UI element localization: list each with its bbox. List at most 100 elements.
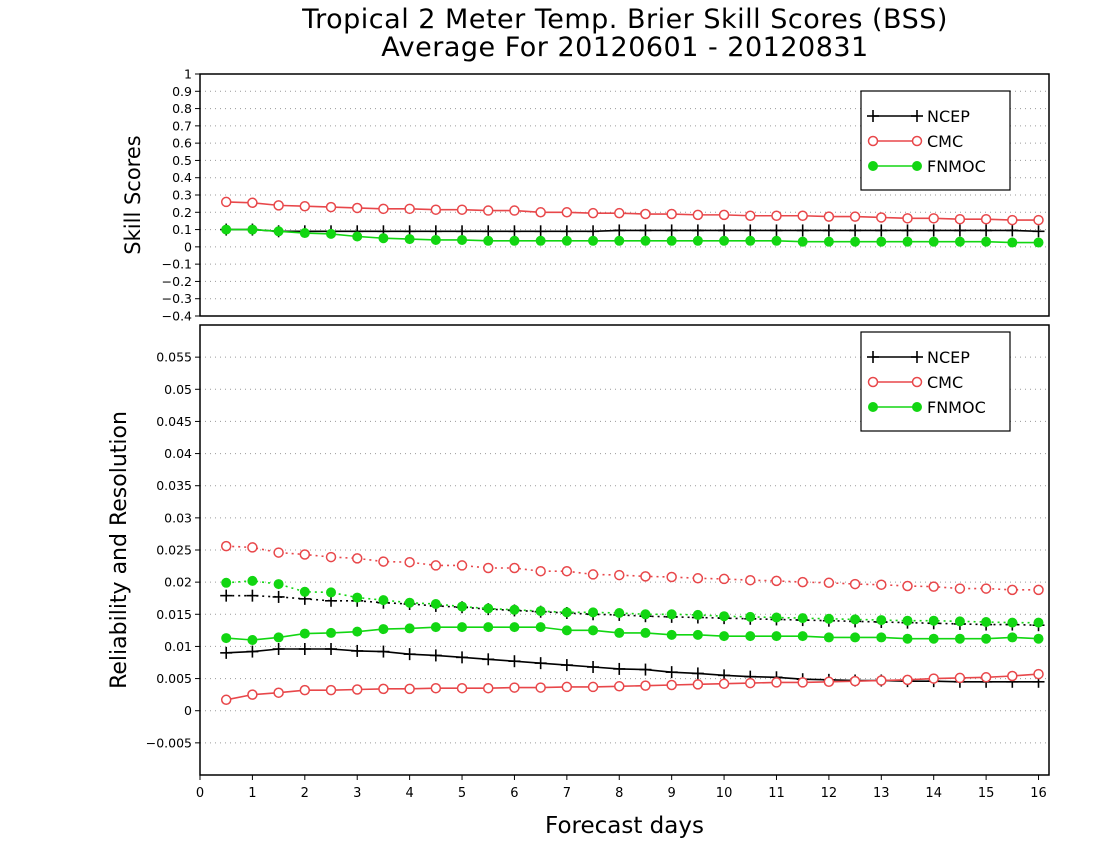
- data-point: [719, 235, 730, 246]
- data-point: [954, 236, 965, 247]
- data-point: [797, 210, 808, 221]
- data-point: [1033, 617, 1044, 628]
- chart-title-line1: Tropical 2 Meter Temp. Brier Skill Score…: [302, 4, 948, 35]
- data-point: [771, 612, 782, 623]
- data-point: [876, 236, 887, 247]
- data-point: [902, 236, 913, 247]
- data-point: [247, 542, 258, 553]
- data-point: [561, 681, 573, 693]
- y-tick-label: 0.9: [172, 84, 192, 99]
- data-point: [640, 609, 651, 620]
- y-tick-label: −0.1: [162, 257, 192, 272]
- data-point: [456, 682, 468, 694]
- data-point: [876, 675, 887, 686]
- x-tick-label: 9: [668, 786, 676, 801]
- data-point: [587, 569, 599, 580]
- y-tick-label: 0.8: [172, 101, 192, 116]
- data-point: [588, 235, 599, 246]
- y-tick-label: 0.3: [172, 188, 192, 203]
- legend-marker: [867, 376, 879, 388]
- panel-1: −0.4 −0.3 −0.2 −0.1 0 0.1 0.2 0.3 0.4 0.5 0.6 0.7 0.…: [121, 67, 1050, 324]
- legend: NCEP CMC FNMOC: [860, 90, 1011, 191]
- data-point: [850, 236, 861, 247]
- data-point: [797, 576, 808, 588]
- data-point: [823, 236, 834, 247]
- legend: NCEP CMC FNMOC: [860, 331, 1011, 432]
- data-point: [954, 213, 966, 225]
- data-point: [797, 631, 808, 642]
- x-tick-label: 5: [458, 786, 466, 801]
- data-point: [352, 626, 363, 637]
- x-tick-label: 15: [978, 786, 995, 801]
- data-point: [457, 601, 468, 612]
- data-point: [273, 579, 284, 590]
- x-tick-label: 7: [563, 786, 571, 801]
- series-ncep-dotted: [220, 589, 1045, 632]
- data-point: [326, 587, 337, 598]
- x-tick-label: 11: [768, 786, 785, 801]
- x-tick-label: 16: [1030, 786, 1047, 801]
- data-point: [980, 583, 992, 594]
- data-point: [823, 613, 834, 624]
- data-point: [247, 575, 258, 586]
- data-point: [220, 196, 232, 208]
- data-point: [221, 577, 232, 588]
- y-tick-label: 0.03: [164, 510, 192, 525]
- series-ncep-solid: [220, 643, 1045, 688]
- data-point: [561, 625, 572, 636]
- data-point: [823, 211, 835, 222]
- data-point: [561, 207, 573, 218]
- x-tick-label: 2: [301, 786, 309, 801]
- data-point: [482, 682, 494, 694]
- data-point: [640, 208, 651, 220]
- data-point: [745, 235, 756, 246]
- series-line: [226, 648, 1039, 683]
- x-tick-label: 14: [925, 786, 942, 801]
- data-point: [666, 235, 677, 246]
- x-tick-label: 12: [821, 786, 838, 801]
- data-point: [457, 234, 468, 245]
- data-point: [587, 681, 599, 693]
- series-fnmoc-solid: [221, 224, 1044, 248]
- data-point: [378, 595, 389, 606]
- data-point: [692, 573, 704, 584]
- data-point: [771, 210, 782, 221]
- data-point: [614, 681, 625, 692]
- series-line: [226, 228, 1039, 233]
- data-point: [876, 615, 887, 626]
- data-point: [692, 679, 704, 690]
- data-point: [745, 631, 756, 642]
- data-point: [509, 235, 520, 246]
- x-tick-label: 10: [716, 786, 733, 801]
- data-point: [771, 677, 782, 688]
- series-cmc-solid: [220, 196, 1044, 226]
- data-point: [1033, 584, 1044, 596]
- data-point: [666, 629, 677, 640]
- data-point: [221, 224, 232, 235]
- data-point: [404, 556, 415, 568]
- data-point: [981, 633, 992, 644]
- data-point: [850, 614, 861, 625]
- data-point: [482, 205, 494, 216]
- data-point: [1033, 633, 1044, 644]
- series-fnmoc-solid: [221, 622, 1044, 645]
- data-point: [823, 577, 835, 589]
- data-point: [352, 231, 363, 242]
- data-point: [299, 228, 310, 239]
- data-point: [535, 606, 546, 617]
- data-point: [299, 200, 311, 212]
- data-point: [928, 236, 939, 247]
- data-point: [404, 683, 415, 695]
- y-tick-label: 0.04: [164, 446, 192, 461]
- data-point: [299, 549, 311, 560]
- legend-label: NCEP: [927, 107, 970, 126]
- data-point: [928, 615, 939, 626]
- data-point: [954, 672, 966, 684]
- data-point: [614, 608, 625, 618]
- y-tick-label: 1: [184, 67, 192, 82]
- legend-label: FNMOC: [927, 157, 986, 176]
- legend-marker: [912, 402, 922, 412]
- data-point: [981, 617, 992, 627]
- data-point: [614, 235, 625, 246]
- data-point: [954, 583, 966, 594]
